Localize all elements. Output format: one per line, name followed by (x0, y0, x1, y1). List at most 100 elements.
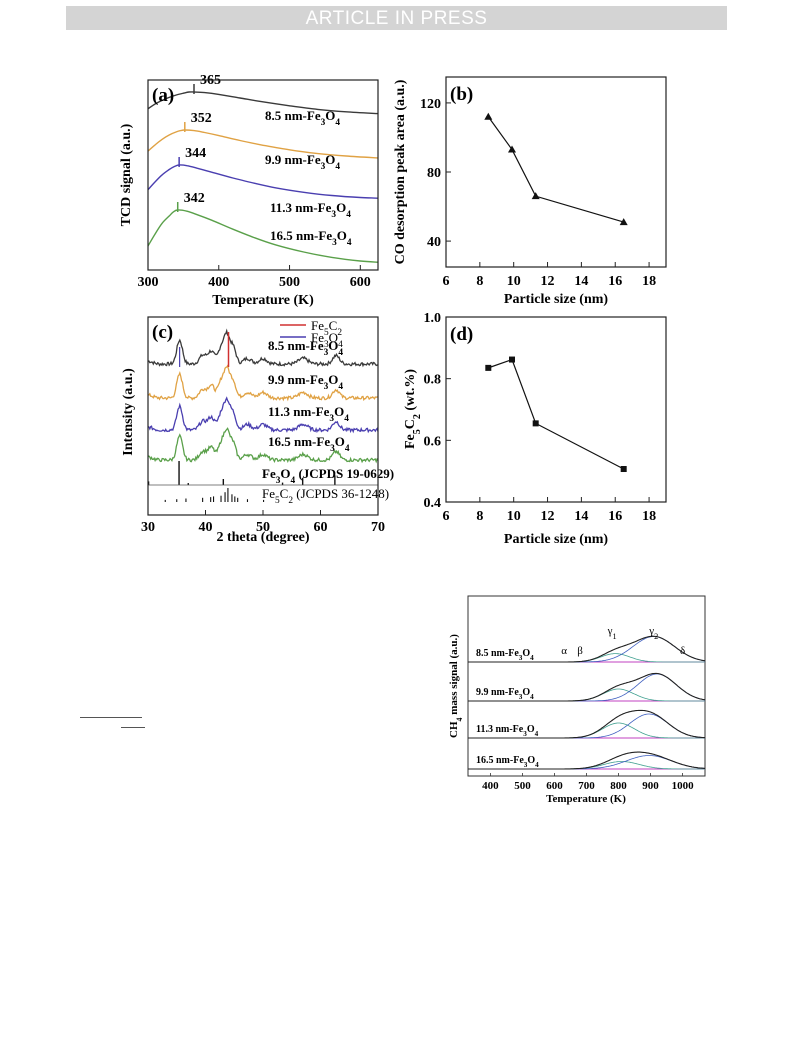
y-axis-label: TCD signal (a.u.) (119, 123, 134, 226)
series-line (487, 116, 624, 223)
x-tick-label: 600 (546, 780, 563, 792)
data-point (619, 218, 628, 226)
y-axis-label: CH4 mass signal (a.u.) (448, 634, 464, 738)
x-tick-label: 12 (541, 509, 555, 524)
footnote-rule (80, 717, 142, 718)
x-axis-label: Particle size (nm) (504, 292, 609, 307)
x-tick-label: 500 (279, 275, 300, 290)
panel-label: (c) (152, 322, 173, 343)
peak-region-label: δ (680, 645, 685, 657)
x-tick-label: 50 (256, 520, 270, 535)
x-tick-label: 10 (507, 509, 521, 524)
signal-curve (468, 751, 706, 770)
chart-b: 6 8 10 12 14 16 18 40 80 120 (b) Particle size (n… (393, 76, 667, 307)
x-axis-label: Particle size (nm) (504, 532, 609, 547)
signal-curve (468, 672, 706, 702)
legend-label: Fe3O4 (311, 330, 343, 350)
series-label: 9.9 nm-Fe3O4 (476, 687, 534, 701)
peak-region-label: α (561, 645, 567, 657)
x-tick-label: 900 (642, 780, 659, 792)
x-tick-label: 12 (541, 274, 555, 289)
y-tick-label: 0.8 (424, 373, 442, 388)
x-tick-label: 8 (476, 509, 483, 524)
series-line (147, 164, 379, 199)
chart-c: 8.5 nm-Fe3O4 9.9 nm-Fe3O4 11.3 nm-Fe3O4 16.… (121, 316, 394, 545)
data-point (485, 364, 492, 371)
series-label: 11.3 nm-Fe3O4 (476, 724, 539, 738)
plot-frame (467, 595, 706, 777)
x-tick-label: 400 (208, 275, 229, 290)
series-label: 16.5 nm-Fe3O4 (270, 228, 352, 248)
peak-region-label: β (577, 645, 583, 657)
xrd-pattern (147, 328, 379, 368)
y-tick-label: 120 (420, 97, 441, 112)
x-tick-label: 16 (608, 274, 622, 289)
series-label: 11.3 nm-Fe3O4 (270, 200, 351, 220)
peak-region-label: γ1 (607, 625, 617, 641)
y-tick-label: 1.0 (424, 311, 442, 326)
x-axis-label: Temperature (K) (546, 793, 626, 805)
signal-curve (468, 709, 706, 739)
plot-frame (445, 316, 667, 503)
peak-region-label: γ2 (648, 625, 658, 641)
y-axis-label: Fe5C2 (wt.%) (403, 369, 423, 449)
data-point (509, 356, 515, 363)
series-line (147, 91, 379, 115)
series-line (147, 129, 379, 159)
data-point (620, 466, 627, 473)
x-tick-label: 700 (578, 780, 595, 792)
xrd-pattern (147, 427, 379, 464)
plot-frame (445, 76, 667, 268)
signal-curve (468, 635, 706, 663)
series-label: 8.5 nm-Fe3O4 (268, 338, 343, 358)
x-tick-label: 600 (350, 275, 371, 290)
x-tick-label: 18 (642, 274, 656, 289)
x-tick-label: 800 (610, 780, 627, 792)
series-label: 8.5 nm-Fe3O4 (265, 108, 340, 128)
x-tick-label: 6 (443, 274, 450, 289)
y-tick-label: 0.4 (424, 496, 442, 511)
x-tick-label: 14 (574, 274, 588, 289)
reference-label: Fe5C2 (JCPDS 36-1248) (262, 486, 389, 506)
x-axis-label: 2 theta (degree) (216, 530, 309, 545)
x-axis-label: Temperature (K) (212, 293, 314, 308)
x-tick-label: 1000 (672, 780, 695, 792)
x-tick-label: 400 (482, 780, 499, 792)
x-tick-label: 500 (514, 780, 531, 792)
y-tick-label: 40 (427, 235, 441, 250)
x-tick-label: 10 (507, 274, 521, 289)
reference-label: Fe3O4 (JCPDS 19-0629) (262, 466, 394, 486)
series-label: 8.5 nm-Fe3O4 (476, 648, 534, 662)
x-tick-label: 60 (314, 520, 328, 535)
chart-e: 8.5 nm-Fe3O4 9.9 nm-Fe3O4 11.3 nm-Fe3O4 16.… (448, 595, 706, 805)
data-point (508, 145, 516, 153)
y-tick-label: 0.6 (424, 434, 442, 449)
series-label: 9.9 nm-Fe3O4 (268, 372, 343, 392)
series-label: 11.3 nm-Fe3O4 (268, 404, 349, 424)
x-tick-label: 14 (574, 509, 588, 524)
x-tick-label: 70 (371, 520, 385, 535)
x-tick-label: 30 (141, 520, 155, 535)
xrd-pattern (147, 364, 379, 402)
data-point (531, 192, 540, 200)
x-tick-label: 300 (138, 275, 159, 290)
panel-label: (b) (450, 84, 473, 105)
peak-label: 342 (184, 191, 205, 206)
data-point (532, 420, 539, 427)
x-tick-label: 8 (476, 274, 483, 289)
series-line (488, 358, 624, 470)
xrd-pattern (147, 396, 379, 434)
peak-label: 352 (191, 111, 212, 126)
y-tick-label: 80 (427, 166, 441, 181)
series-label: 16.5 nm-Fe3O4 (268, 434, 350, 454)
panel-label: (d) (450, 324, 473, 345)
legend-label: Fe5C2 (311, 318, 342, 338)
series-label: 9.9 nm-Fe3O4 (265, 152, 340, 172)
peak-label: 344 (185, 146, 206, 161)
plot-frame (147, 79, 379, 271)
x-tick-label: 18 (642, 509, 656, 524)
series-label: 16.5 nm-Fe3O4 (476, 755, 539, 769)
banner-text: ARTICLE IN PRESS (305, 8, 488, 29)
x-tick-label: 6 (443, 509, 450, 524)
y-axis-label: Intensity (a.u.) (121, 368, 136, 456)
